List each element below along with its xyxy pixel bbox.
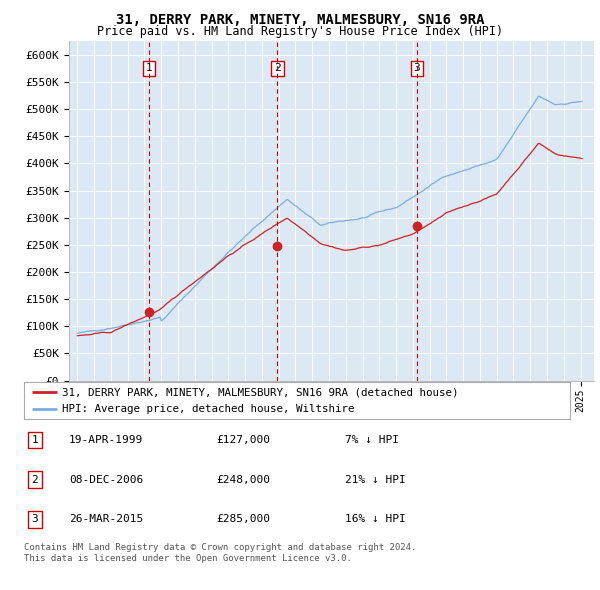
Text: 08-DEC-2006: 08-DEC-2006 — [69, 475, 143, 484]
Text: 21% ↓ HPI: 21% ↓ HPI — [345, 475, 406, 484]
Text: £248,000: £248,000 — [216, 475, 270, 484]
Text: 31, DERRY PARK, MINETY, MALMESBURY, SN16 9RA: 31, DERRY PARK, MINETY, MALMESBURY, SN16… — [116, 13, 484, 27]
Text: 26-MAR-2015: 26-MAR-2015 — [69, 514, 143, 524]
Text: 1: 1 — [146, 64, 153, 73]
Text: 2: 2 — [31, 475, 38, 484]
Text: 7% ↓ HPI: 7% ↓ HPI — [345, 435, 399, 445]
Text: £285,000: £285,000 — [216, 514, 270, 524]
Text: 3: 3 — [413, 64, 420, 73]
Text: £127,000: £127,000 — [216, 435, 270, 445]
Text: Price paid vs. HM Land Registry's House Price Index (HPI): Price paid vs. HM Land Registry's House … — [97, 25, 503, 38]
Text: 19-APR-1999: 19-APR-1999 — [69, 435, 143, 445]
Text: 3: 3 — [31, 514, 38, 524]
Text: 16% ↓ HPI: 16% ↓ HPI — [345, 514, 406, 524]
Text: 2: 2 — [274, 64, 281, 73]
Text: Contains HM Land Registry data © Crown copyright and database right 2024.
This d: Contains HM Land Registry data © Crown c… — [24, 543, 416, 563]
Text: 1: 1 — [31, 435, 38, 445]
Text: HPI: Average price, detached house, Wiltshire: HPI: Average price, detached house, Wilt… — [62, 404, 355, 414]
Text: 31, DERRY PARK, MINETY, MALMESBURY, SN16 9RA (detached house): 31, DERRY PARK, MINETY, MALMESBURY, SN16… — [62, 387, 459, 397]
